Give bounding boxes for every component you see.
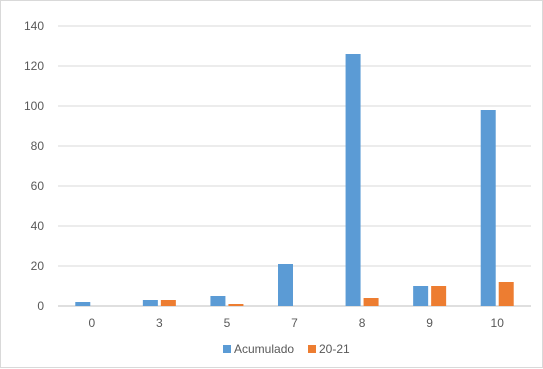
x-tick-label: 9 — [426, 316, 433, 330]
y-tick-label: 120 — [24, 59, 44, 73]
x-tick-label: 8 — [359, 316, 366, 330]
legend-label: 20-21 — [319, 342, 350, 356]
legend-swatch — [223, 345, 231, 353]
y-axis-ticks: 0 20 40 60 80 100 120 140 — [24, 19, 44, 313]
x-tick-label: 7 — [291, 316, 298, 330]
y-tick-label: 0 — [37, 299, 44, 313]
bar-acumulado-0 — [75, 302, 91, 306]
bar-20-21-9 — [431, 286, 447, 306]
x-tick-label: 3 — [156, 316, 163, 330]
bar-20-21-3 — [160, 300, 176, 306]
bar-acumulado-8 — [345, 54, 361, 306]
legend-label: Acumulado — [234, 342, 294, 356]
bar-acumulado-5 — [210, 296, 226, 306]
bar-acumulado-10 — [480, 110, 496, 306]
y-tick-label: 100 — [24, 99, 44, 113]
bar-20-21-8 — [363, 298, 379, 306]
y-tick-label: 40 — [31, 219, 45, 233]
legend: Acumulado 20-21 — [223, 342, 350, 356]
bar-acumulado-3 — [142, 300, 158, 306]
x-tick-label: 10 — [491, 316, 505, 330]
bar-20-21-5 — [228, 304, 244, 306]
x-tick-label: 0 — [88, 316, 95, 330]
bar-20-21-10 — [498, 282, 514, 306]
y-tick-label: 60 — [31, 179, 45, 193]
y-tick-label: 80 — [31, 139, 45, 153]
y-tick-label: 140 — [24, 19, 44, 33]
bar-acumulado-9 — [413, 286, 429, 306]
y-tick-label: 20 — [31, 259, 45, 273]
bars — [75, 54, 514, 306]
x-axis-ticks: 0 3 5 7 8 9 10 — [88, 316, 504, 330]
bar-acumulado-7 — [278, 264, 293, 306]
gridlines — [58, 25, 531, 307]
x-tick-label: 5 — [224, 316, 231, 330]
legend-swatch — [308, 345, 316, 353]
